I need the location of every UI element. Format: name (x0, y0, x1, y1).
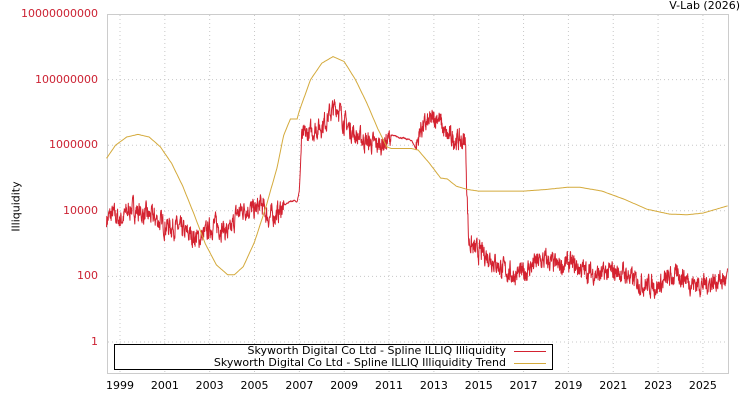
illiquidity-trend-line (106, 56, 728, 276)
legend-item-illiquidity: Skyworth Digital Co Ltd - Spline ILLIQ I… (248, 345, 546, 357)
y-tick-label: 100 (77, 269, 98, 283)
x-tick-label: 2013 (419, 379, 448, 392)
y-tick-label: 100000000 (35, 72, 98, 86)
x-tick-label: 2003 (195, 379, 224, 392)
grid-lines (108, 15, 728, 373)
x-tick-label: 2015 (464, 379, 493, 392)
chart-credit: V-Lab (2026) (669, 0, 740, 12)
illiquidity-line (106, 99, 728, 299)
x-tick-label: 2025 (688, 379, 717, 392)
x-tick-label: 2009 (330, 379, 359, 392)
x-tick-label: 2001 (150, 379, 179, 392)
legend-swatch-red (514, 350, 546, 352)
x-tick-label: 2007 (285, 379, 314, 392)
x-tick-label: 2023 (644, 379, 673, 392)
x-tick-label: 2011 (375, 379, 404, 392)
x-tick-label: 2005 (240, 379, 269, 392)
y-tick-label: 10000 (63, 203, 98, 217)
legend-label: Skyworth Digital Co Ltd - Spline ILLIQ I… (213, 356, 506, 369)
x-tick-label: 2017 (509, 379, 538, 392)
x-tick-label: 2021 (599, 379, 628, 392)
legend-item-trend: Skyworth Digital Co Ltd - Spline ILLIQ I… (214, 357, 546, 369)
y-tick-label: 10000000000 (21, 7, 98, 20)
chart-legend: Skyworth Digital Co Ltd - Spline ILLIQ I… (114, 344, 553, 370)
plot-frame (107, 14, 729, 374)
y-tick-label: 1000000 (49, 138, 98, 152)
legend-swatch-gold (514, 362, 546, 364)
x-tick-label: 2019 (554, 379, 583, 392)
x-tick-label: 1999 (106, 379, 134, 392)
y-tick-label: 1 (91, 335, 98, 348)
legend-label: Skyworth Digital Co Ltd - Spline ILLIQ I… (247, 344, 506, 357)
